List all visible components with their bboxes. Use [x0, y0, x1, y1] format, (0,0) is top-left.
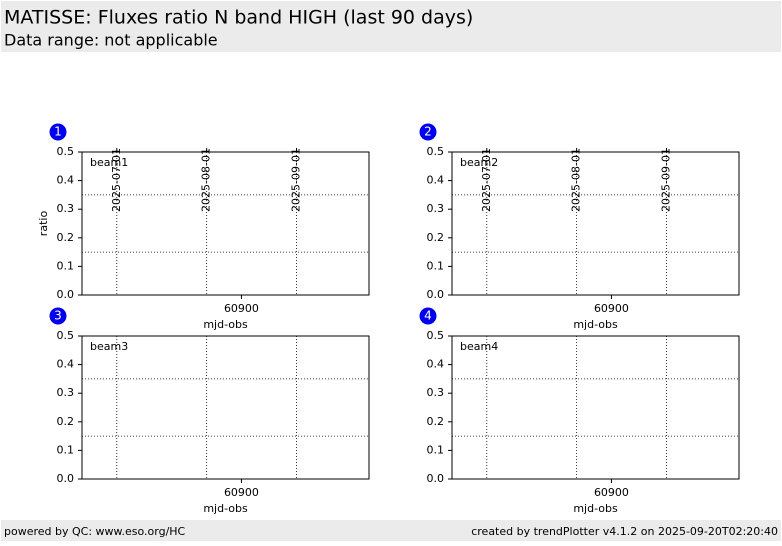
x-axis-label: mjd-obs [573, 318, 618, 331]
y-tick-label: 0.5 [57, 329, 75, 342]
panel-annotation: beam3 [90, 340, 128, 353]
badge-circle [419, 307, 437, 325]
x2-tick-label: 2025-08-01 [200, 148, 213, 212]
y-tick-label: 0.4 [57, 358, 75, 371]
y-tick-label: 0.2 [427, 415, 445, 428]
panel-annotation: beam4 [460, 340, 498, 353]
y-tick-label: 0.5 [427, 329, 445, 342]
badge-circle [49, 307, 67, 325]
plot-frame [451, 151, 740, 296]
y-tick-label: 0.3 [427, 202, 445, 215]
x2-tick-label: 2025-07-01 [480, 148, 493, 212]
x-axis-label: mjd-obs [573, 502, 618, 515]
x2-tick-label: 2025-07-01 [110, 148, 123, 212]
y-tick-label: 0.3 [57, 386, 75, 399]
footer-right: created by trendPlotter v4.1.2 on 2025-0… [471, 525, 778, 538]
x2-tick-label: 2025-09-01 [290, 148, 303, 212]
x-tick-label: 60900 [224, 302, 259, 315]
y-axis-label: ratio [37, 211, 50, 237]
badge-number: 3 [54, 309, 62, 323]
y-tick-label: 0.0 [57, 472, 75, 485]
x2-tick-label: 2025-08-01 [570, 148, 583, 212]
y-tick-label: 0.1 [427, 443, 445, 456]
badge-circle [419, 123, 437, 141]
plot-frame [451, 335, 740, 480]
y-tick-label: 0.0 [427, 288, 445, 301]
x-tick-label: 60900 [594, 486, 629, 499]
x-tick-label: 60900 [224, 486, 259, 499]
badge-number: 1 [54, 125, 62, 139]
badge-number: 2 [424, 125, 432, 139]
y-tick-label: 0.2 [427, 231, 445, 244]
y-tick-label: 0.1 [57, 259, 75, 272]
x-axis-label: mjd-obs [203, 502, 248, 515]
y-tick-label: 0.4 [427, 174, 445, 187]
footer-bar [1, 520, 781, 541]
y-tick-label: 0.3 [427, 386, 445, 399]
plot-frame [81, 151, 370, 296]
x-axis-label: mjd-obs [203, 318, 248, 331]
y-tick-label: 0.1 [57, 443, 75, 456]
header-bar [1, 1, 781, 52]
y-tick-label: 0.5 [427, 145, 445, 158]
badge-circle [49, 123, 67, 141]
panel-annotation: beam2 [460, 156, 498, 169]
y-tick-label: 0.4 [427, 358, 445, 371]
badge-number: 4 [424, 309, 432, 323]
y-tick-label: 0.1 [427, 259, 445, 272]
y-tick-label: 0.4 [57, 174, 75, 187]
y-tick-label: 0.3 [57, 202, 75, 215]
footer-left: powered by QC: www.eso.org/HC [4, 525, 186, 538]
y-tick-label: 0.2 [57, 231, 75, 244]
panel-annotation: beam1 [90, 156, 128, 169]
x-tick-label: 60900 [594, 302, 629, 315]
page-title: MATISSE: Fluxes ratio N band HIGH (last … [4, 7, 473, 29]
y-tick-label: 0.2 [57, 415, 75, 428]
y-tick-label: 0.0 [427, 472, 445, 485]
x2-tick-label: 2025-09-01 [660, 148, 673, 212]
page-subtitle: Data range: not applicable [4, 31, 218, 50]
y-tick-label: 0.0 [57, 288, 75, 301]
plot-frame [81, 335, 370, 480]
y-tick-label: 0.5 [57, 145, 75, 158]
